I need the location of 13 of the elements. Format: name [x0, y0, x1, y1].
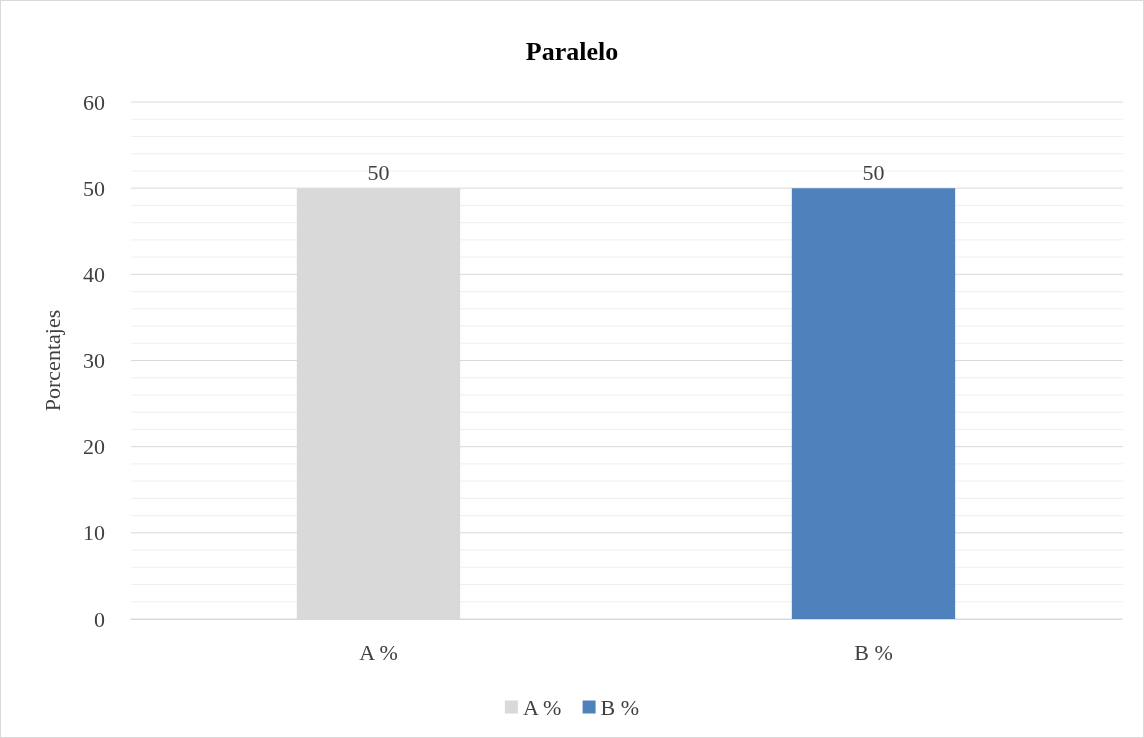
- y-tick-label: 60: [83, 89, 105, 115]
- y-tick-label: 0: [94, 606, 105, 632]
- chart-title: Paralelo: [525, 36, 619, 66]
- data-label: 50: [862, 159, 885, 185]
- y-tick-label: 20: [83, 434, 105, 460]
- data-label: 50: [367, 159, 390, 185]
- y-tick-label: 40: [83, 261, 105, 287]
- y-tick-label: 10: [83, 520, 105, 546]
- y-axis-title: Porcentajes: [39, 309, 65, 412]
- y-tick-label: 50: [83, 175, 105, 201]
- legend-label: B %: [600, 694, 640, 720]
- y-tick-label: 30: [83, 348, 105, 373]
- legend-label: A %: [522, 694, 562, 720]
